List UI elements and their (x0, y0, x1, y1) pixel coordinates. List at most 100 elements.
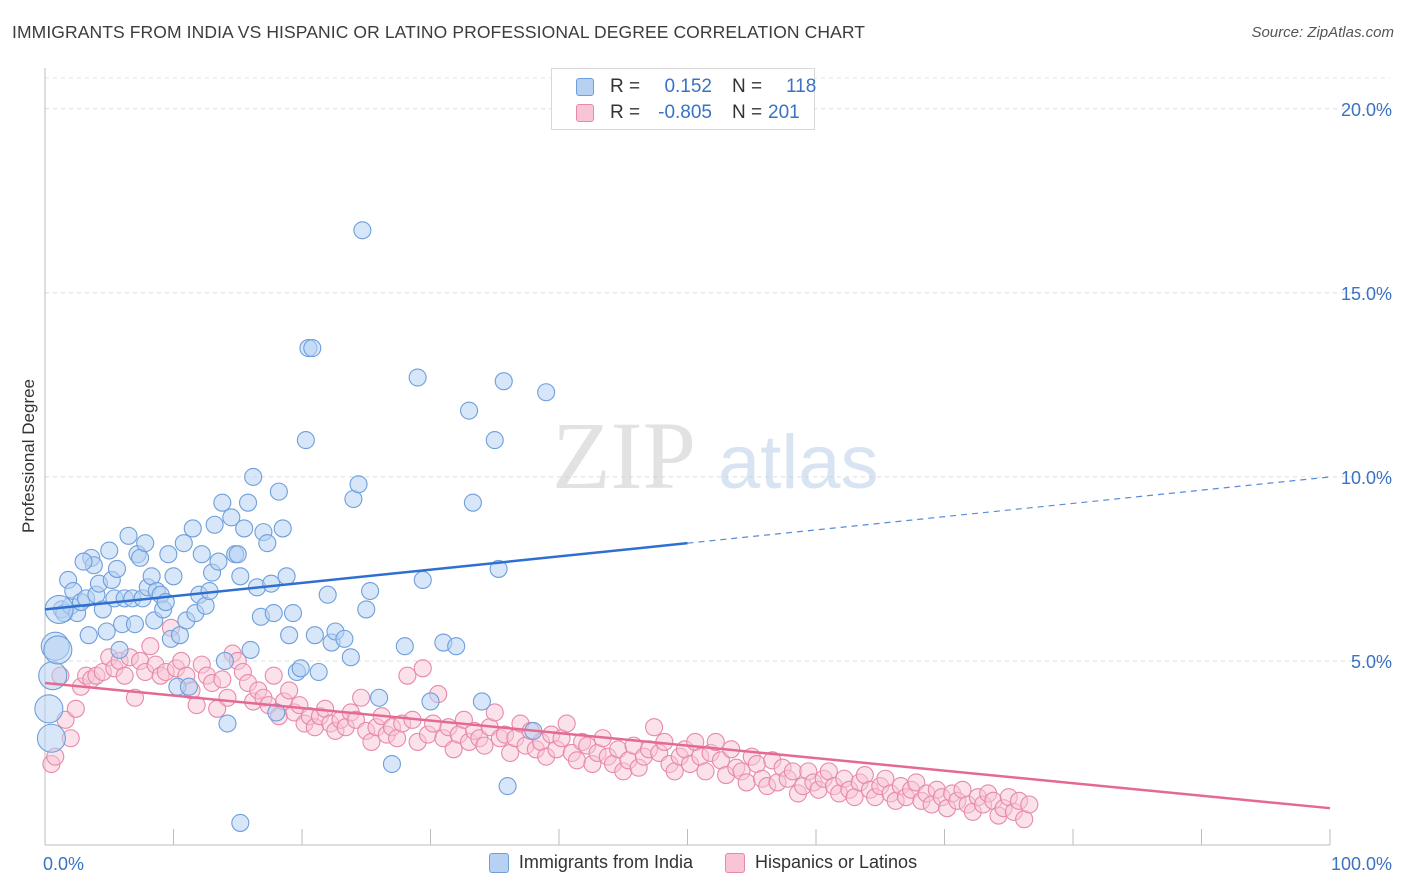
india-trend-line (44, 541, 688, 611)
hispanic-point-74 (424, 714, 443, 733)
india-point-56 (205, 515, 224, 534)
india-point-41 (159, 545, 178, 564)
india-point-112 (498, 777, 517, 796)
india-point-68 (244, 467, 263, 486)
india-point-111 (494, 372, 513, 391)
india-point-105 (447, 637, 466, 656)
india-point-107 (463, 493, 482, 512)
hispanic-point-135 (737, 773, 756, 792)
india-point-48 (179, 677, 198, 696)
india-point-64 (231, 567, 250, 586)
legend-item-hispanic[interactable]: Hispanics or Latinos (724, 852, 918, 873)
india-point-108 (472, 692, 491, 711)
india-point-97 (361, 581, 380, 601)
hispanic-point-72 (413, 659, 432, 678)
india-point-65 (235, 519, 254, 538)
legend-item-india[interactable]: Immigrants from India (488, 852, 693, 873)
india-point-115 (231, 813, 250, 832)
india-point-72 (258, 534, 277, 553)
hispanic-point-102 (567, 751, 587, 770)
n-label: N = (732, 76, 763, 97)
india-point-85 (303, 339, 322, 358)
india-point-86 (305, 626, 324, 645)
india-point-13 (79, 626, 98, 645)
india-point-87 (309, 662, 328, 682)
india-point-83 (296, 431, 315, 450)
hispanic-point-190 (1020, 795, 1039, 814)
india-point-99 (382, 754, 402, 774)
hispanic-point-127 (696, 762, 715, 781)
hispanic-point-129 (706, 732, 725, 751)
stats-swatch-pink (576, 104, 594, 122)
hispanic-point-84 (475, 736, 494, 755)
india-point-43 (164, 567, 183, 586)
india-point-23 (107, 559, 127, 578)
india-point-77 (273, 519, 292, 538)
series-hispanics-or-latinos (42, 618, 1039, 829)
india-point-76 (269, 482, 288, 501)
india-point-92 (341, 648, 360, 667)
india-point-114 (537, 383, 556, 402)
india-point-91 (335, 629, 354, 648)
hispanic-point-34 (218, 688, 237, 707)
hispanic-point-14 (115, 666, 134, 685)
legend-swatch-pink (724, 852, 745, 873)
y-axis-label: Professional Degree (19, 379, 38, 533)
india-point-98 (370, 688, 389, 707)
india-point-96 (357, 600, 376, 619)
trend-lines (44, 476, 1331, 810)
stats-swatch-blue (576, 78, 594, 96)
hispanic-point-19 (141, 637, 160, 656)
legend-label-hispanic: Hispanics or Latinos (754, 852, 918, 872)
n-label: N = (732, 102, 763, 123)
india-trend-extension (687, 476, 1331, 544)
india-point-24 (110, 640, 129, 659)
hispanic-point-43 (264, 666, 283, 685)
india-point-49 (183, 519, 202, 538)
india-point-101 (408, 368, 427, 387)
hispanic-point-86 (485, 703, 504, 722)
correlation-stats-box: R = 0.152 N = 118 R = -0.805 N = 201 (551, 68, 816, 130)
india-point-80 (283, 604, 303, 623)
india-point-110 (489, 559, 508, 578)
india-point-94 (349, 475, 368, 494)
india-point-63 (228, 545, 247, 564)
india-point-66 (238, 493, 258, 512)
india-point-116 (74, 552, 93, 571)
x-tick-label-right: 100.0% (1331, 854, 1392, 874)
watermark-atlas: atlas (718, 420, 879, 505)
x-tick-label-left: 0.0% (43, 854, 84, 874)
india-point-52 (192, 545, 211, 564)
hispanic-point-16 (125, 688, 144, 707)
india-point-29 (125, 615, 144, 634)
r-label: R = (610, 76, 641, 97)
hispanic-point-33 (213, 670, 232, 689)
india-point-60 (218, 714, 237, 733)
india-point-102 (413, 570, 432, 590)
india-point-61 (222, 508, 241, 527)
india-point-46 (174, 534, 193, 553)
india-point-82 (291, 659, 310, 678)
india-point-74 (264, 604, 283, 623)
india-point-0 (34, 694, 64, 724)
hispanic-point-60 (352, 688, 371, 707)
hispanic-point-144 (783, 762, 802, 781)
r-label: R = (610, 102, 641, 123)
hispanic-point-59 (346, 710, 366, 729)
legend-label-india: Immigrants from India (518, 852, 693, 872)
india-point-27 (119, 526, 138, 545)
india-point-33 (136, 534, 155, 553)
india-point-103 (421, 692, 440, 711)
india-point-75 (267, 703, 286, 722)
hispanic-point-117 (645, 718, 664, 737)
india-point-67 (241, 640, 260, 659)
india-point-58 (213, 493, 232, 512)
india-point-1 (36, 723, 66, 753)
india-point-59 (215, 651, 234, 671)
india-point-106 (459, 401, 479, 420)
series-immigrants-from-india (34, 221, 556, 832)
tick-labels: 5.0% 10.0% 15.0% 20.0% 0.0% 100.0% (43, 100, 1392, 874)
legend-swatch-blue (488, 852, 509, 873)
india-point-109 (485, 431, 504, 450)
